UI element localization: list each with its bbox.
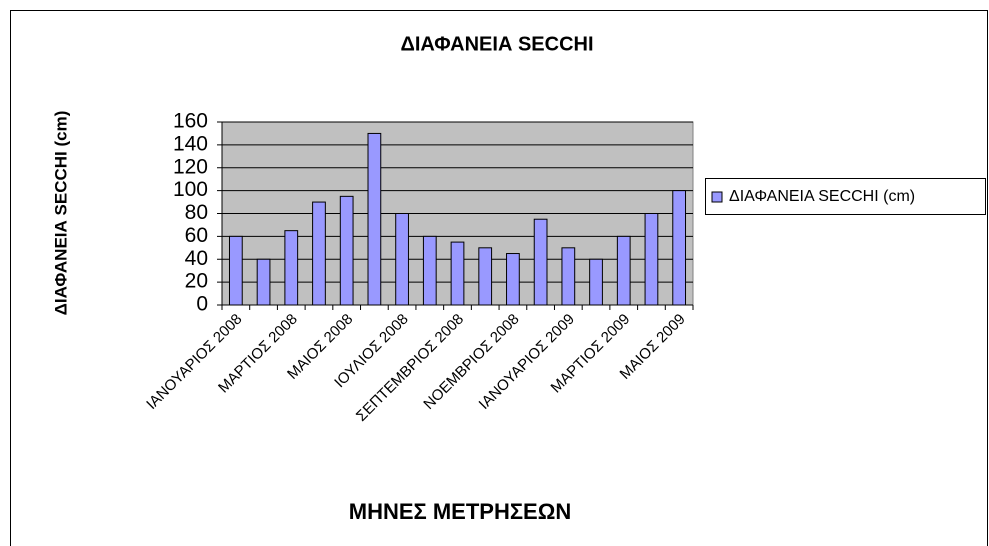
bar <box>367 132 382 306</box>
y-tick-label: 160 <box>173 110 208 133</box>
bar <box>616 235 631 306</box>
bar <box>561 247 576 306</box>
y-axis-title: ΔΙΑΦΑΝΕΙΑ SECCHI (cm) <box>51 111 70 316</box>
bar <box>256 258 271 306</box>
x-axis-title: ΜΗΝΕΣ ΜΕΤΡΗΣΕΩΝ <box>349 499 572 524</box>
bar <box>228 235 243 306</box>
bar <box>395 213 409 306</box>
bar <box>589 258 603 306</box>
y-tick-label: 20 <box>185 270 208 293</box>
bar <box>672 190 687 306</box>
bar <box>533 218 548 306</box>
y-tick-label: 140 <box>173 132 208 155</box>
y-tick-label: 60 <box>185 224 208 247</box>
bar <box>506 253 520 306</box>
bar <box>284 230 299 306</box>
y-tick-label: 120 <box>173 155 208 178</box>
y-tick-label: 0 <box>196 293 208 316</box>
bar <box>644 213 659 306</box>
bar <box>422 235 437 306</box>
y-tick-label: 100 <box>173 178 208 201</box>
bar <box>312 201 326 306</box>
bar <box>478 247 493 306</box>
chart-title: ΔΙΑΦΑΝΕΙΑ SECCHI <box>400 33 593 55</box>
bar <box>339 195 354 306</box>
legend-label: ΔΙΑΦΑΝΕΙΑ SECCHI (cm) <box>729 188 915 205</box>
legend-box <box>705 178 986 215</box>
y-tick-label: 40 <box>185 247 208 270</box>
legend-swatch <box>711 191 723 203</box>
bar <box>450 241 465 306</box>
y-tick-label: 80 <box>185 201 208 224</box>
